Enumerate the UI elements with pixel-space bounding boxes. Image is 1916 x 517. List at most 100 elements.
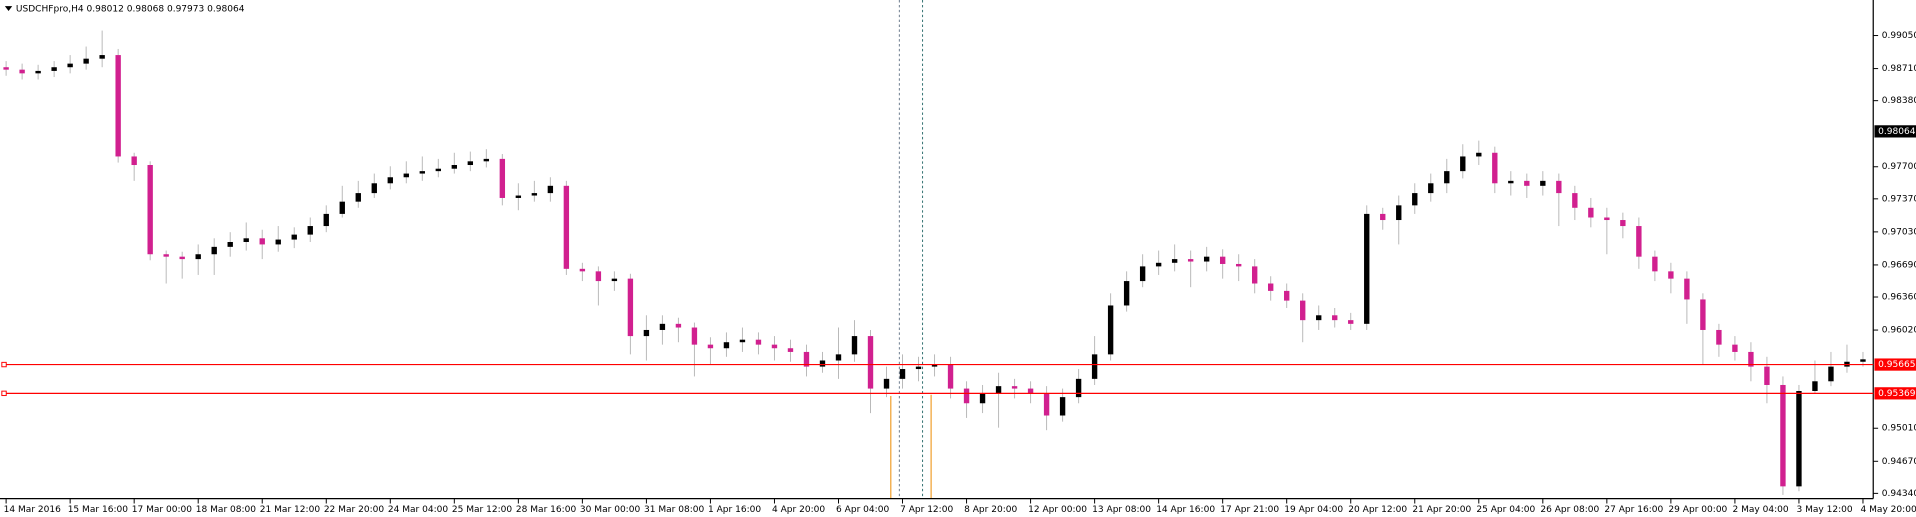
candle-body [1316, 315, 1322, 321]
candle-body [1604, 217, 1610, 221]
candle-body [291, 234, 297, 240]
candle-body [963, 388, 970, 404]
candle-body [131, 156, 137, 166]
candle-body [1812, 381, 1818, 392]
candle-body [931, 364, 938, 367]
candles [3, 30, 1866, 495]
y-tick-label: 0.99050 [1882, 31, 1916, 41]
y-tick-label: 0.97370 [1882, 194, 1916, 204]
x-tick-label: 7 Apr 12:00 [900, 505, 953, 515]
candle-body [1332, 315, 1338, 321]
candle-body [275, 239, 281, 245]
candle-body [307, 226, 313, 235]
candle-body [979, 393, 986, 404]
candle-body [467, 161, 474, 166]
candle-body [1428, 183, 1434, 194]
candle-body [371, 183, 377, 194]
x-tick-label: 13 Apr 08:00 [1092, 505, 1151, 515]
x-tick-label: 26 Apr 08:00 [1540, 505, 1599, 515]
candle-body [643, 329, 650, 337]
candle-body [19, 69, 25, 74]
candle-body [531, 193, 538, 196]
x-tick-label: 6 Apr 04:00 [836, 505, 889, 515]
candle-body [1155, 262, 1162, 267]
x-tick-label: 17 Mar 00:00 [132, 505, 193, 515]
candle-body [1780, 384, 1786, 487]
candle-body [387, 177, 393, 184]
candle-body [1011, 386, 1018, 389]
candle-body [659, 323, 666, 330]
last-price-label: 0.98064 [1878, 127, 1916, 137]
candle-body [1284, 290, 1290, 301]
x-tick-label: 2 May 04:00 [1732, 505, 1788, 515]
candle-body [515, 195, 522, 198]
candle-body [355, 193, 361, 202]
candle-body [803, 351, 810, 367]
x-tick-label: 24 Mar 04:00 [388, 505, 449, 515]
menu-triangle[interactable] [4, 6, 13, 12]
line-anchor [1, 361, 7, 368]
x-tick-label: 18 Mar 08:00 [196, 505, 257, 515]
candle-body [99, 55, 105, 59]
candle-body [1075, 378, 1082, 398]
candle-body [627, 278, 634, 337]
candle-body [899, 369, 906, 379]
candle-body [547, 185, 554, 194]
candle-body [1348, 320, 1354, 324]
candle-body [1396, 205, 1402, 221]
x-tick-label: 22 Mar 20:00 [324, 505, 385, 515]
candle-body [435, 168, 441, 172]
line-anchor [1, 390, 7, 397]
x-tick-label: 25 Apr 04:00 [1476, 505, 1535, 515]
candle-body [1444, 171, 1450, 184]
candle-body [35, 70, 41, 74]
candle-body [115, 55, 121, 157]
candle-body [83, 58, 89, 64]
candle-body [1364, 213, 1370, 324]
candle-body [1203, 256, 1210, 262]
x-tick-label: 15 Mar 16:00 [68, 505, 129, 515]
candle-body [1620, 220, 1626, 227]
candle-body [579, 268, 586, 272]
candle-body [595, 271, 602, 282]
candle-body [675, 323, 682, 328]
candle-body [1043, 393, 1050, 416]
candle-body [851, 336, 858, 355]
candle-body [1460, 156, 1466, 172]
candle-body [691, 327, 698, 345]
x-tick-label: 3 May 12:00 [1796, 505, 1852, 515]
candle-body [1748, 351, 1754, 367]
x-tick-label: 8 Apr 20:00 [964, 505, 1017, 515]
candle-body [867, 336, 874, 389]
candle-body [723, 342, 730, 349]
candle-body [1732, 344, 1738, 352]
candle-body [1492, 152, 1498, 184]
x-tick-label: 20 Apr 12:00 [1348, 505, 1407, 515]
candle-body [787, 348, 794, 352]
candle-body [1636, 226, 1642, 257]
candle-body [1540, 180, 1546, 186]
price-label: 0.95665 [1878, 360, 1915, 370]
y-tick-label: 0.96020 [1882, 326, 1916, 336]
x-tick-label: 12 Apr 00:00 [1028, 505, 1087, 515]
candle-body [611, 278, 618, 282]
candle-body [179, 256, 185, 260]
candle-body [51, 67, 57, 71]
candle-body [739, 339, 746, 343]
y-tick-label: 0.97700 [1882, 162, 1916, 172]
y-tick-label: 0.96360 [1882, 293, 1916, 303]
candle-body [1684, 278, 1690, 300]
candle-body [1524, 180, 1530, 186]
y-tick-label: 0.98380 [1882, 96, 1916, 106]
x-tick-label: 14 Apr 16:00 [1156, 505, 1215, 515]
candle-body [1716, 329, 1722, 345]
candle-body [1828, 366, 1834, 382]
drawing-objects [890, 0, 932, 499]
candle-body [147, 165, 153, 255]
candle-body [1059, 397, 1066, 416]
candle-body [1107, 305, 1114, 355]
x-tick-label: 29 Apr 00:00 [1668, 505, 1727, 515]
candle-body [1476, 152, 1482, 157]
candle-body [819, 360, 826, 367]
